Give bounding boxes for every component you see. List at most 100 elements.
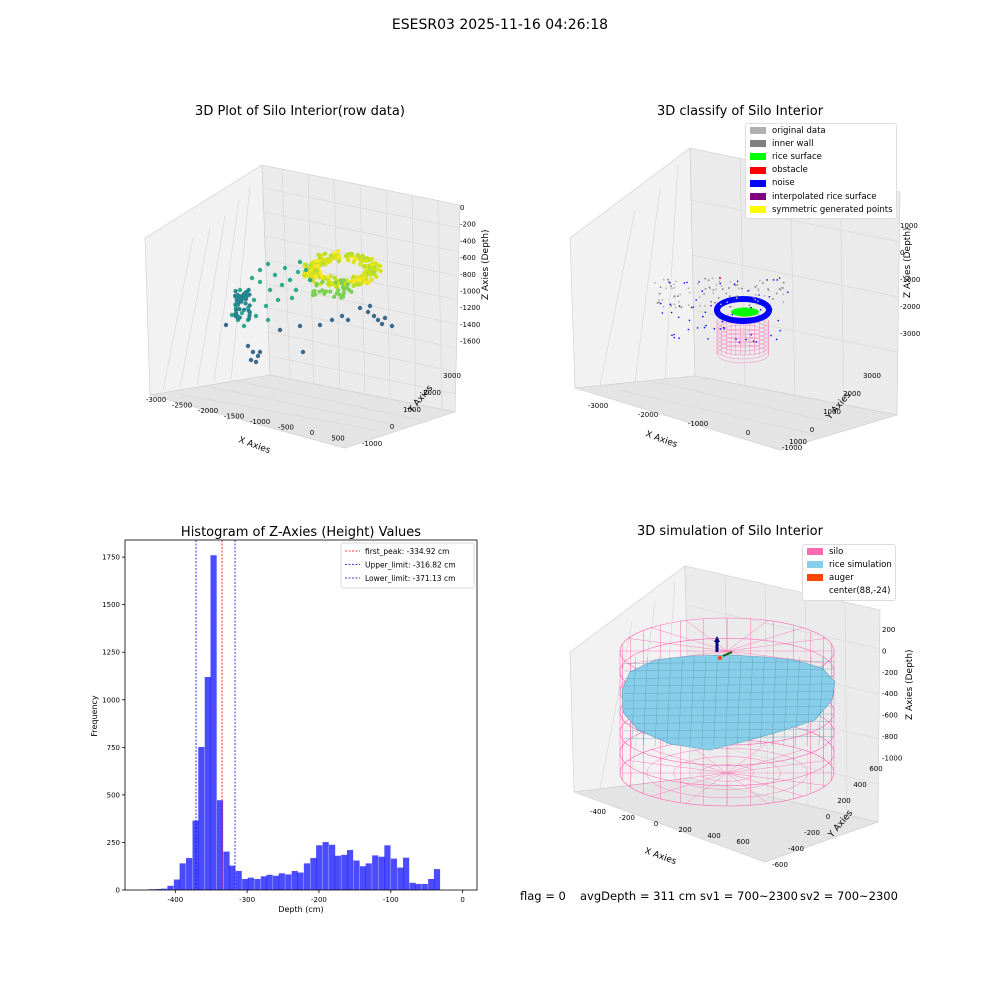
noise-point: [777, 319, 780, 322]
histogram-bar: [372, 855, 379, 890]
original-point: [670, 304, 673, 307]
original-point: [698, 296, 701, 299]
footer-sv1: sv1 = 700~2300: [700, 889, 798, 903]
raw-point: [334, 284, 339, 289]
noise-point: [723, 326, 725, 329]
rice-mesh-line: [623, 698, 835, 702]
rice-mesh-line: [623, 706, 835, 709]
z-tick-label: 0: [882, 647, 886, 655]
histogram-bar: [390, 858, 397, 890]
raw-point: [307, 277, 313, 283]
z-tick-label: 0: [900, 249, 904, 257]
noise-point: [687, 328, 690, 331]
legend-label: inner wall: [772, 138, 814, 149]
rice-mesh-line: [678, 656, 683, 747]
raw-point: [341, 287, 347, 292]
original-point: [718, 280, 721, 283]
z-tick-label: -2000: [900, 303, 920, 311]
raw-x-axis-label: X Axies: [237, 435, 272, 456]
raw-point: [237, 287, 243, 293]
y-tick-label: 0: [810, 426, 814, 434]
x-tick-label: -200: [619, 814, 635, 822]
z-tick-label: -3000: [900, 330, 920, 338]
raw-point: [328, 259, 333, 264]
z-tick-label: -200: [882, 669, 898, 677]
histogram-bar: [303, 863, 311, 890]
z-tick-label: -600: [460, 254, 476, 262]
noise-point: [695, 299, 697, 301]
raw-point: [249, 275, 255, 281]
original-point: [678, 300, 680, 303]
original-point: [725, 292, 728, 295]
raw-point: [317, 322, 323, 328]
raw-point: [319, 273, 324, 278]
raw-point: [253, 313, 259, 319]
raw-point: [320, 288, 325, 293]
raw-point: [303, 267, 309, 273]
z-tick-label: 0: [460, 204, 464, 212]
raw-point: [351, 278, 356, 283]
legend-swatch: [750, 179, 766, 187]
raw-point: [246, 316, 252, 321]
rice-mesh-line: [783, 656, 788, 747]
raw-point: [358, 258, 363, 263]
noise-ring: [714, 296, 772, 324]
silo-floor-ring: [700, 764, 754, 782]
raw-point: [272, 272, 278, 278]
x-tick-label: -1000: [250, 418, 270, 426]
raw-point: [345, 317, 351, 323]
classify-legend: original data inner wall rice surface obsta…: [745, 123, 897, 219]
raw-point: [310, 292, 315, 298]
raw-point: [339, 313, 345, 319]
histogram-chart[interactable]: Histogram of Z-Axies (Height) Values -40…: [80, 518, 490, 918]
legend-label: center(88,-24): [829, 586, 891, 597]
legend-swatch: [807, 561, 823, 569]
original-point: [755, 303, 758, 305]
legend-label: first_peak: -334.92 cm: [365, 547, 449, 556]
histogram-bars: [148, 555, 441, 890]
original-point: [661, 298, 664, 301]
raw-point: [237, 307, 242, 312]
raw-point: [282, 265, 288, 271]
raw-point: [363, 258, 368, 263]
rice-mesh-line: [623, 721, 835, 724]
histogram-bar: [428, 878, 435, 890]
x-tick-label: -1500: [224, 413, 244, 421]
histogram-bar: [229, 865, 236, 890]
legend-label: original data: [772, 125, 826, 136]
histogram-bar: [384, 845, 391, 890]
original-point: [673, 303, 676, 306]
y-tick-label: -600: [772, 861, 788, 869]
raw-point: [338, 278, 343, 283]
original-point: [726, 301, 729, 304]
raw-point: [233, 307, 239, 313]
raw-point: [255, 353, 261, 359]
histogram-legend: first_peak: -334.92 cm Upper_limit: -316.…: [340, 542, 475, 589]
legend-entry: original data: [746, 124, 896, 137]
rice-mesh-line: [690, 656, 695, 747]
raw-point: [311, 260, 316, 265]
legend-entry: interpolated rice surface: [746, 190, 896, 203]
original-point: [775, 292, 778, 295]
raw-point: [245, 343, 251, 349]
silo-roof-spoke: [726, 650, 826, 664]
histogram-bar: [278, 873, 285, 890]
classify-z-axis-label: Z Axies (Depth): [903, 227, 913, 298]
noise-point: [696, 327, 699, 329]
original-point: [712, 289, 715, 291]
original-point: [654, 282, 657, 284]
histogram-bar: [415, 883, 422, 890]
noise-point: [733, 283, 736, 285]
x-tick-label: 1000: [789, 438, 807, 446]
y-tick-label: 2000: [843, 390, 861, 398]
histogram-bar: [403, 857, 410, 890]
noise-point: [764, 317, 767, 320]
raw-point: [351, 260, 356, 265]
rice-mesh-line: [748, 656, 753, 747]
z-tick-label: -600: [882, 712, 898, 720]
simulation-x-axis-label: X Axies: [643, 846, 678, 867]
original-point: [720, 303, 722, 306]
